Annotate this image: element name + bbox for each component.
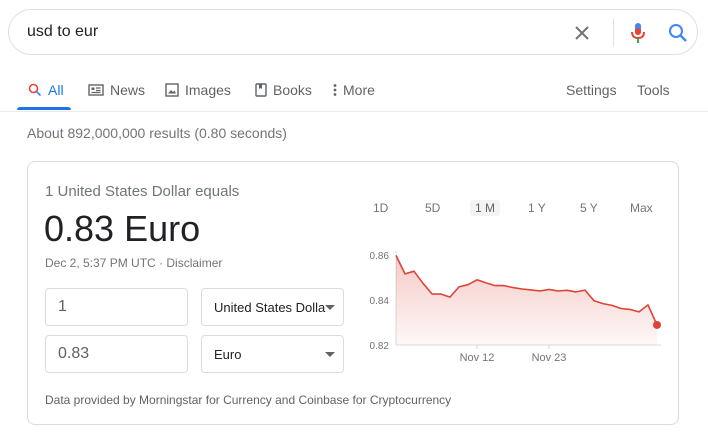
from-amount-input[interactable] bbox=[45, 288, 188, 326]
clear-icon[interactable] bbox=[570, 21, 594, 45]
from-currency-select[interactable]: United States Dollar bbox=[201, 288, 344, 326]
range-1m[interactable]: 1 M bbox=[470, 200, 501, 216]
tab-images[interactable]: Images bbox=[165, 80, 231, 100]
y-tick-label: 0.84 bbox=[370, 296, 390, 307]
x-tick-label: Nov 23 bbox=[532, 352, 567, 364]
rate-area bbox=[396, 255, 657, 345]
range-5d[interactable]: 5D bbox=[425, 201, 441, 215]
equals-label: 1 United States Dollar equals bbox=[45, 183, 240, 200]
tab-more-label: More bbox=[343, 82, 375, 98]
y-tick-label: 0.86 bbox=[370, 251, 390, 262]
search-box[interactable]: usd to eur bbox=[8, 9, 698, 55]
microphone-icon[interactable] bbox=[626, 20, 650, 46]
search-input[interactable]: usd to eur bbox=[27, 23, 99, 40]
tab-news-label: News bbox=[110, 82, 146, 98]
chart-range-tabs: 1D 5D 1 M 1 Y 5 Y Max bbox=[361, 200, 661, 219]
search-icon[interactable] bbox=[666, 21, 690, 45]
to-amount-input[interactable] bbox=[45, 335, 188, 373]
dropdown-caret-icon bbox=[325, 352, 335, 357]
search-icon bbox=[28, 83, 42, 97]
converted-value: 0.83 Euro bbox=[44, 208, 201, 249]
result-stats: About 892,000,000 results (0.80 seconds) bbox=[27, 125, 287, 141]
tools-label: Tools bbox=[637, 82, 670, 98]
settings-label: Settings bbox=[566, 82, 617, 98]
timestamp: Dec 2, 5:37 PM UTC · Disclaimer bbox=[45, 256, 222, 270]
tab-books-label: Books bbox=[273, 82, 312, 98]
current-rate-point bbox=[653, 320, 661, 329]
search-tabs: All News Images Books More Setti bbox=[0, 70, 708, 112]
active-tab-indicator bbox=[17, 107, 71, 110]
tab-all-label: All bbox=[48, 82, 64, 98]
news-icon bbox=[88, 84, 104, 96]
range-1d[interactable]: 1D bbox=[373, 201, 389, 215]
disclaimer-link[interactable]: Disclaimer bbox=[166, 256, 223, 270]
dropdown-caret-icon bbox=[325, 305, 335, 310]
range-1y[interactable]: 1 Y bbox=[528, 201, 546, 215]
book-icon bbox=[255, 83, 267, 97]
data-source-note: Data provided by Morningstar for Currenc… bbox=[45, 393, 452, 407]
tab-all[interactable]: All bbox=[28, 80, 64, 100]
range-max[interactable]: Max bbox=[630, 201, 653, 215]
to-currency-value: Euro bbox=[214, 346, 242, 362]
tab-news[interactable]: News bbox=[88, 80, 145, 100]
range-5y[interactable]: 5 Y bbox=[580, 201, 598, 215]
rate-line bbox=[395, 255, 658, 326]
tools-link[interactable]: Tools bbox=[637, 80, 670, 100]
tab-books[interactable]: Books bbox=[255, 80, 312, 100]
exchange-rate-chart[interactable]: 0.86 0.84 0.82 Nov 12 Nov 23 bbox=[355, 242, 667, 372]
tab-images-label: Images bbox=[185, 82, 231, 98]
more-vert-icon bbox=[333, 84, 337, 96]
from-currency-value: United States Dollar bbox=[214, 299, 326, 315]
to-currency-select[interactable]: Euro bbox=[201, 335, 344, 373]
x-tick-label: Nov 12 bbox=[460, 352, 495, 364]
currency-converter-card: 1 United States Dollar equals 0.83 Euro … bbox=[27, 161, 679, 425]
timestamp-text: Dec 2, 5:37 PM UTC · bbox=[45, 256, 167, 270]
settings-link[interactable]: Settings bbox=[566, 80, 617, 100]
tab-more[interactable]: More bbox=[333, 80, 375, 100]
y-tick-label: 0.82 bbox=[370, 341, 390, 352]
image-icon bbox=[165, 83, 179, 97]
search-divider bbox=[613, 19, 614, 47]
